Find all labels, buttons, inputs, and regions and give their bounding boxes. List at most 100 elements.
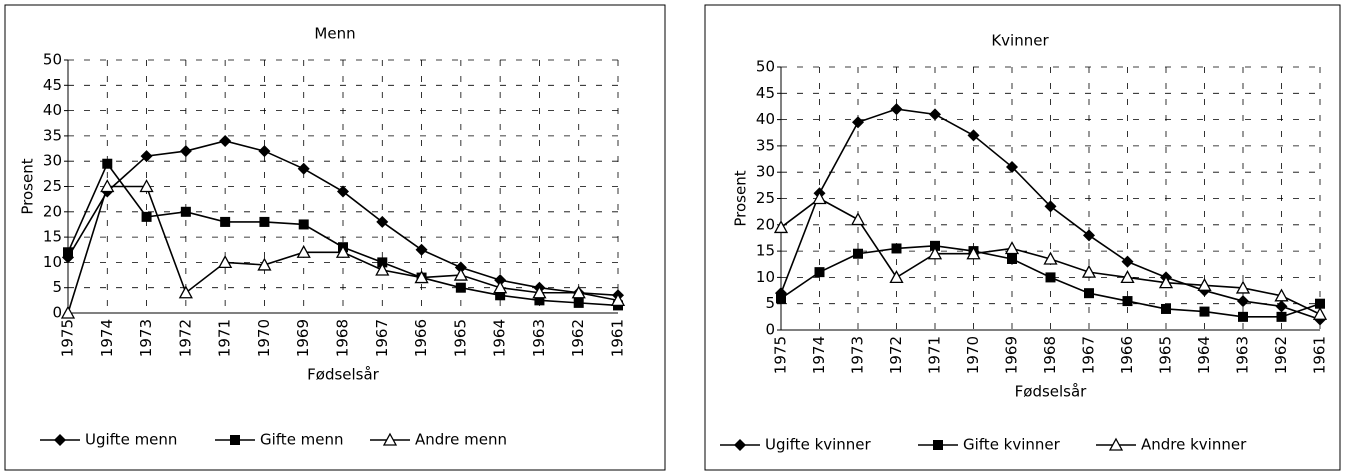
y-axis-label: Prosent (19, 158, 37, 214)
y-tick-label: 10 (756, 268, 775, 286)
marker-triangle (296, 244, 311, 258)
x-tick-label: 1965 (451, 319, 469, 357)
y-tick-label: 15 (43, 228, 62, 246)
marker-diamond (1083, 229, 1095, 242)
marker-diamond (890, 103, 903, 116)
legend-marker (734, 439, 746, 451)
marker-square (1276, 311, 1287, 322)
marker-diamond (1275, 300, 1288, 313)
x-tick-label: 1966 (1118, 336, 1136, 374)
marker-diamond (376, 215, 389, 228)
x-tick-label: 1966 (412, 319, 430, 357)
y-tick-label: 25 (43, 177, 62, 195)
legend-marker (933, 440, 943, 450)
marker-diamond (967, 129, 980, 142)
marker-diamond (929, 108, 941, 121)
marker-triangle (100, 179, 115, 193)
y-tick-label: 45 (43, 76, 62, 94)
panel-frame (704, 4, 1341, 471)
marker-square (573, 297, 584, 308)
marker-square (891, 243, 902, 254)
marker-triangle (1158, 275, 1174, 289)
marker-triangle (610, 292, 626, 306)
marker-square (1161, 303, 1171, 314)
marker-triangle (773, 220, 789, 234)
marker-triangle (812, 191, 827, 205)
y-tick-label: 30 (756, 163, 775, 181)
marker-triangle (571, 285, 586, 299)
marker-square (1238, 311, 1248, 322)
marker-triangle (1043, 251, 1058, 265)
y-tick-label: 20 (43, 202, 62, 220)
legend-marker (54, 434, 66, 446)
marker-square (220, 216, 231, 227)
marker-triangle (257, 257, 272, 271)
marker-triangle (1274, 288, 1289, 302)
x-tick-label: 1962 (1272, 336, 1290, 374)
x-tick-label: 1963 (530, 319, 548, 357)
marker-diamond (337, 185, 349, 198)
marker-square (1084, 288, 1094, 299)
marker-diamond (219, 134, 232, 147)
marker-triangle (375, 262, 390, 276)
y-tick-label: 30 (43, 152, 62, 170)
marker-triangle (218, 255, 233, 269)
y-tick-label: 50 (756, 58, 775, 76)
marker-triangle (1120, 270, 1135, 284)
y-tick-label: 35 (43, 126, 62, 144)
x-tick-label: 1961 (1311, 336, 1329, 374)
x-tick-label: 1964 (491, 319, 509, 357)
x-tick-label: 1973 (849, 336, 867, 374)
panel-frame (4, 4, 666, 471)
x-tick-label: 1970 (964, 336, 982, 374)
marker-square (63, 247, 73, 258)
x-tick-label: 1974 (810, 336, 828, 374)
marker-triangle (493, 280, 508, 294)
y-tick-label: 0 (52, 304, 62, 322)
chart-title: Menn (314, 25, 355, 43)
marker-diamond (415, 243, 428, 256)
x-tick-label: 1967 (1080, 336, 1098, 374)
x-tick-label: 1964 (1195, 336, 1213, 374)
y-tick-label: 15 (756, 242, 775, 260)
marker-triangle (178, 285, 193, 299)
marker-square (141, 211, 152, 222)
marker-square (1199, 306, 1210, 317)
marker-diamond (297, 162, 310, 175)
marker-diamond (494, 274, 507, 287)
y-tick-label: 50 (43, 51, 62, 69)
marker-triangle (927, 246, 943, 260)
marker-triangle (850, 212, 866, 226)
x-tick-label: 1969 (294, 319, 312, 357)
marker-triangle (532, 285, 547, 299)
legend-marker (230, 435, 240, 445)
y-tick-label: 5 (52, 278, 62, 296)
x-tick-label: 1973 (137, 319, 155, 357)
marker-square (180, 206, 191, 217)
marker-square (495, 290, 506, 301)
marker-triangle (1312, 306, 1328, 320)
x-tick-label: 1972 (887, 336, 905, 374)
marker-square (930, 240, 940, 251)
marker-diamond (1237, 295, 1249, 308)
x-tick-label: 1969 (1003, 336, 1021, 374)
marker-diamond (179, 145, 192, 158)
marker-triangle (966, 246, 981, 260)
y-tick-label: 5 (765, 294, 775, 312)
legend-label: Ugifte kvinner (765, 436, 872, 454)
legend-label: Ugifte menn (85, 431, 177, 449)
marker-square (1007, 253, 1017, 264)
marker-diamond (1044, 200, 1057, 213)
marker-square (1122, 296, 1133, 307)
marker-square (298, 219, 309, 230)
marker-triangle (1081, 264, 1097, 278)
marker-triangle (335, 244, 351, 258)
marker-triangle (414, 270, 429, 284)
marker-triangle (889, 270, 904, 284)
marker-triangle (1235, 280, 1251, 294)
x-tick-label: 1968 (1041, 336, 1059, 374)
y-tick-label: 40 (756, 110, 775, 128)
marker-diamond (258, 145, 271, 158)
